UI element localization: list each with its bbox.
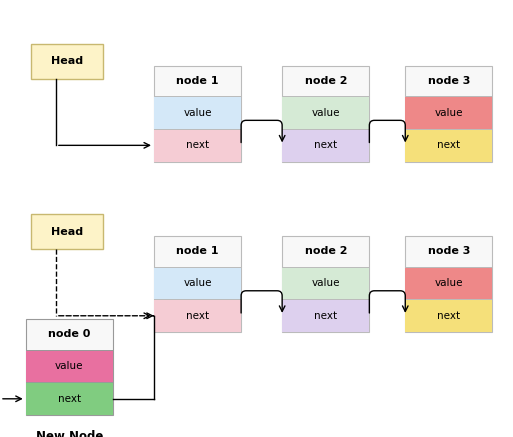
FancyBboxPatch shape <box>405 66 492 162</box>
Text: next: next <box>437 140 461 150</box>
FancyBboxPatch shape <box>154 96 241 129</box>
Text: next: next <box>314 311 338 321</box>
Text: node 3: node 3 <box>428 246 470 257</box>
FancyBboxPatch shape <box>282 299 369 332</box>
Text: value: value <box>311 108 340 118</box>
FancyBboxPatch shape <box>282 66 369 162</box>
Text: next: next <box>186 140 209 150</box>
FancyBboxPatch shape <box>154 236 241 332</box>
Text: node 2: node 2 <box>305 76 347 86</box>
FancyBboxPatch shape <box>405 96 492 129</box>
FancyBboxPatch shape <box>154 267 241 299</box>
Text: node 0: node 0 <box>48 329 90 340</box>
Text: value: value <box>55 361 84 371</box>
Text: next: next <box>186 311 209 321</box>
FancyBboxPatch shape <box>282 267 369 299</box>
Text: value: value <box>183 278 212 288</box>
Text: next: next <box>437 311 461 321</box>
FancyBboxPatch shape <box>26 319 113 415</box>
FancyBboxPatch shape <box>282 129 369 162</box>
Text: value: value <box>311 278 340 288</box>
Text: value: value <box>435 108 463 118</box>
FancyBboxPatch shape <box>282 236 369 332</box>
Text: node 1: node 1 <box>176 246 219 257</box>
Text: value: value <box>435 278 463 288</box>
Text: Head: Head <box>51 56 83 66</box>
FancyBboxPatch shape <box>31 44 103 79</box>
FancyBboxPatch shape <box>154 299 241 332</box>
FancyBboxPatch shape <box>154 66 241 162</box>
Text: Head: Head <box>51 227 83 236</box>
Text: New Node: New Node <box>35 430 103 437</box>
FancyBboxPatch shape <box>26 350 113 382</box>
FancyBboxPatch shape <box>405 129 492 162</box>
Text: value: value <box>183 108 212 118</box>
FancyBboxPatch shape <box>405 299 492 332</box>
FancyBboxPatch shape <box>405 267 492 299</box>
Text: node 2: node 2 <box>305 246 347 257</box>
FancyBboxPatch shape <box>31 214 103 249</box>
FancyBboxPatch shape <box>282 96 369 129</box>
Text: node 1: node 1 <box>176 76 219 86</box>
Text: node 3: node 3 <box>428 76 470 86</box>
Text: next: next <box>314 140 338 150</box>
FancyBboxPatch shape <box>26 382 113 415</box>
Text: next: next <box>57 394 81 404</box>
FancyBboxPatch shape <box>154 129 241 162</box>
FancyBboxPatch shape <box>405 236 492 332</box>
